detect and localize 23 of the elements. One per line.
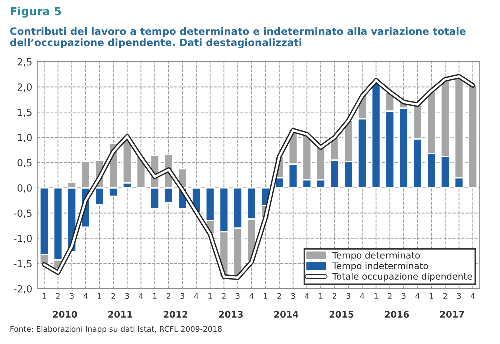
chart-title: Figura 5 <box>11 7 62 18</box>
legend-label: Totale occupazione dipendente <box>332 273 472 282</box>
y-tick-label: -2,0 <box>14 285 32 294</box>
legend-label: Tempo determinato <box>332 252 420 261</box>
y-tick-label: -1,0 <box>14 234 32 244</box>
text: 2011 <box>108 311 132 318</box>
y-tick-label: 0,0 <box>18 184 32 193</box>
text: 2014 <box>274 311 299 318</box>
text: 2012 <box>164 311 188 318</box>
text: 2016 <box>385 311 410 318</box>
y-tick-label: 1,5 <box>18 108 32 118</box>
legend-label: Tempo indeterminato <box>332 262 428 272</box>
y-tick-label: 0,5 <box>18 159 32 168</box>
text: 2017 <box>440 311 464 318</box>
y-tick-label: 2,0 <box>18 84 32 92</box>
y-tick-label: 1,0 <box>18 134 32 142</box>
text: 2010 <box>53 311 78 318</box>
y-tick-label: -0,5 <box>14 210 32 218</box>
y-tick-label: 2,5 <box>18 58 32 67</box>
text: 2015 <box>330 311 354 318</box>
text: 2013 <box>219 311 243 318</box>
chart-subtitle: Contributi del lavoro a tempo determinato e indeterminato alla variazione totale dell’occupazione dipendente. Dati destagionalizzati <box>10 27 466 48</box>
y-tick-label: -1,5 <box>14 260 32 269</box>
